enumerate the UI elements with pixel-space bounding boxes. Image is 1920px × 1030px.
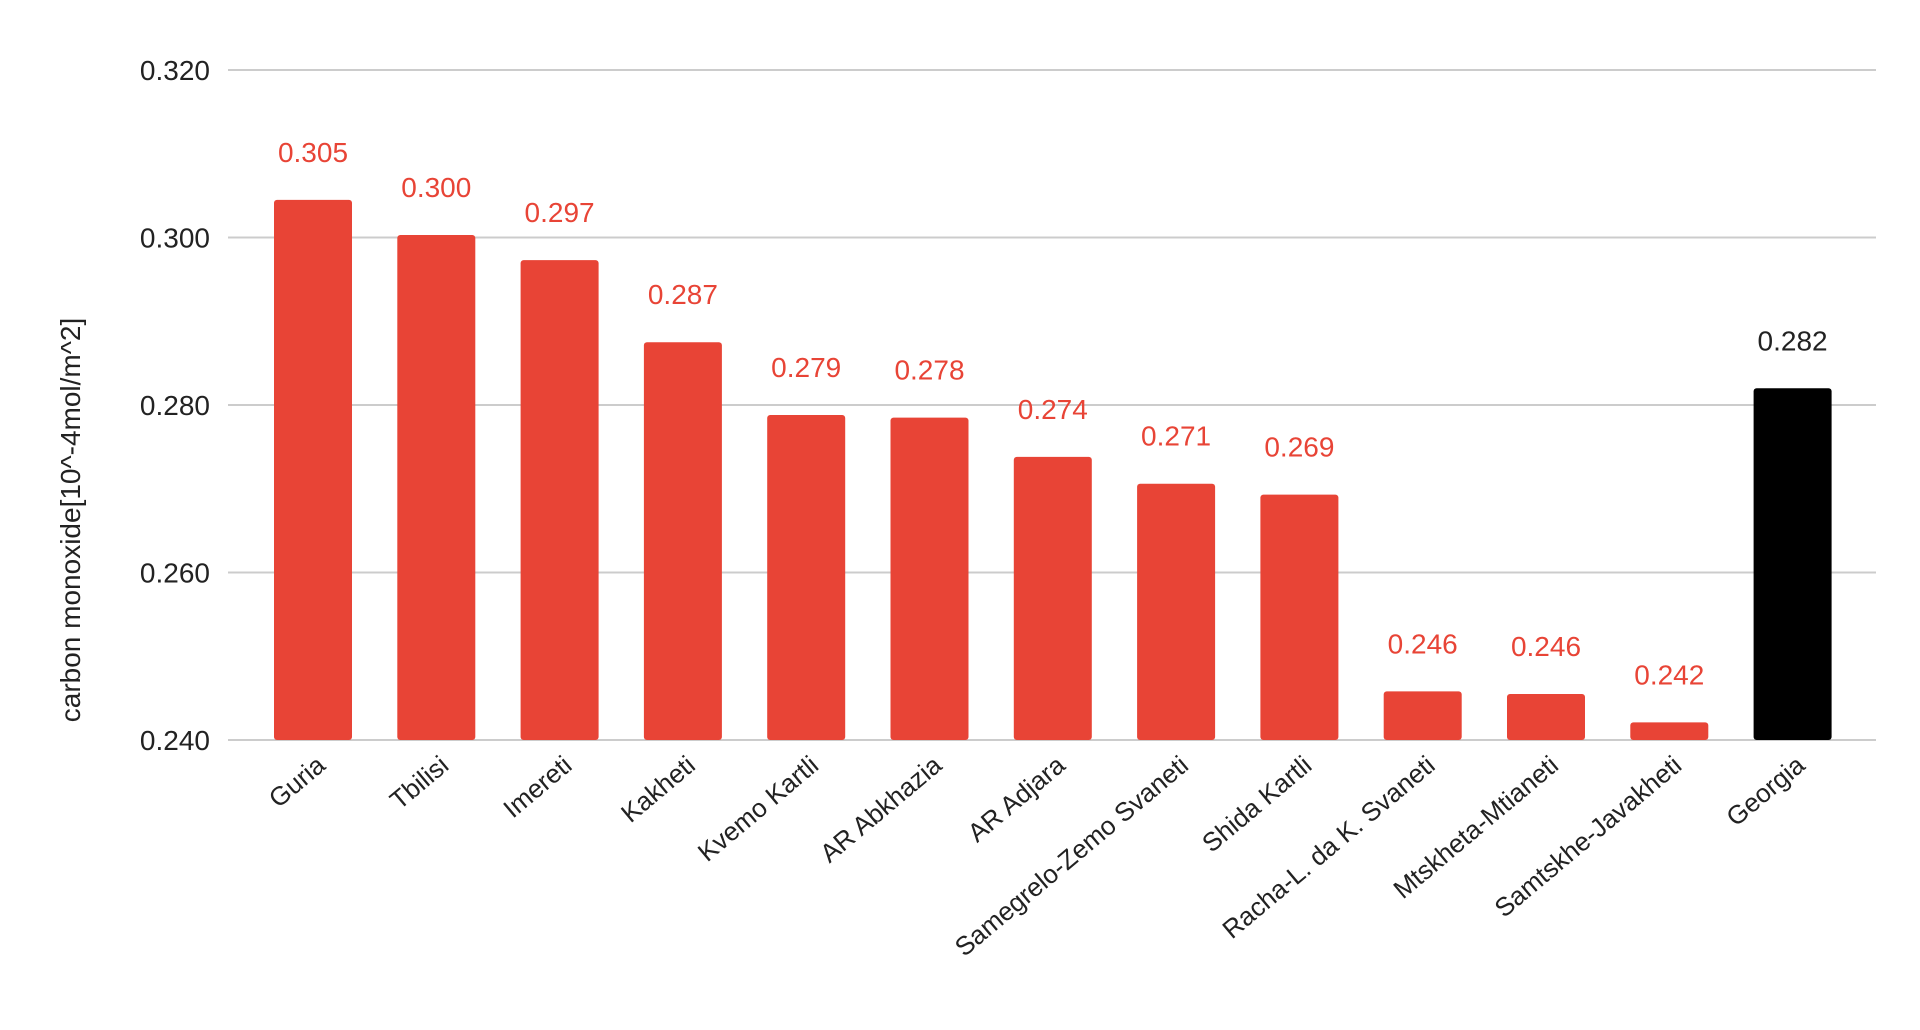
x-category-label: Guria	[263, 749, 331, 813]
bar-samtskhe-javakheti	[1630, 722, 1709, 740]
x-category-label: Tbilisi	[384, 750, 454, 816]
bar-value-label: 0.274	[1018, 394, 1088, 425]
gridlines	[228, 69, 1876, 741]
bar-tbilisi	[397, 234, 476, 741]
y-tick-label: 0.280	[140, 390, 210, 421]
bar-value-label: 0.246	[1511, 631, 1581, 662]
bar-racha-l-da-k-svaneti	[1383, 691, 1462, 740]
x-category-label: Shida Kartli	[1196, 750, 1317, 858]
x-category-label: AR Adjara	[962, 749, 1071, 848]
bar-value-label: 0.282	[1758, 325, 1828, 356]
y-tick-label: 0.240	[140, 725, 210, 756]
bar-imereti	[520, 260, 599, 740]
bar-shida-kartli	[1260, 494, 1339, 740]
y-tick-label: 0.320	[140, 55, 210, 86]
bar-value-label: 0.279	[771, 352, 841, 383]
y-tick-label: 0.300	[140, 223, 210, 254]
bar-mtskheta-mtianeti	[1507, 693, 1585, 740]
bar-kvemo-kartli	[767, 415, 846, 740]
y-axis-ticks: 0.240 0.260 0.280 0.300 0.320	[140, 55, 210, 756]
bar-value-label: 0.287	[648, 279, 718, 310]
x-category-label: Georgia	[1720, 749, 1811, 832]
x-category-label: Kakheti	[615, 750, 701, 829]
x-category-label: AR Abkhazia	[814, 749, 948, 868]
bar-value-label: 0.305	[278, 137, 348, 168]
x-category-label: Imereti	[497, 750, 577, 824]
bar-ar-abkhazia	[890, 417, 969, 740]
bar-samegrelo-zemo-svaneti	[1137, 483, 1216, 740]
x-category-label: Kvemo Kartli	[692, 750, 824, 868]
bar-kakheti	[643, 342, 722, 740]
bar-ar-adjara	[1013, 456, 1092, 740]
bar-value-label: 0.271	[1141, 421, 1211, 452]
bar-value-label: 0.246	[1388, 628, 1458, 659]
y-tick-label: 0.260	[140, 558, 210, 589]
bar-georgia	[1753, 388, 1832, 740]
bar-value-label: 0.278	[894, 355, 964, 386]
bar-guria	[274, 199, 352, 740]
bar-value-label: 0.269	[1264, 432, 1334, 463]
bar-value-label: 0.242	[1634, 659, 1704, 690]
bar-value-label: 0.300	[401, 172, 471, 203]
bar-value-label: 0.297	[525, 197, 595, 228]
bars	[274, 199, 1832, 741]
x-category-label: Racha-L. da K. Svaneti	[1216, 750, 1440, 945]
value-labels: 0.305 0.300 0.297 0.287 0.279 0.278 0.274 0.271…	[278, 137, 1828, 691]
y-axis-title: carbon monoxide[10^-4mol/m^2]	[55, 318, 86, 722]
x-category-label: Samegrelo-Zemo Svaneti	[949, 750, 1194, 962]
